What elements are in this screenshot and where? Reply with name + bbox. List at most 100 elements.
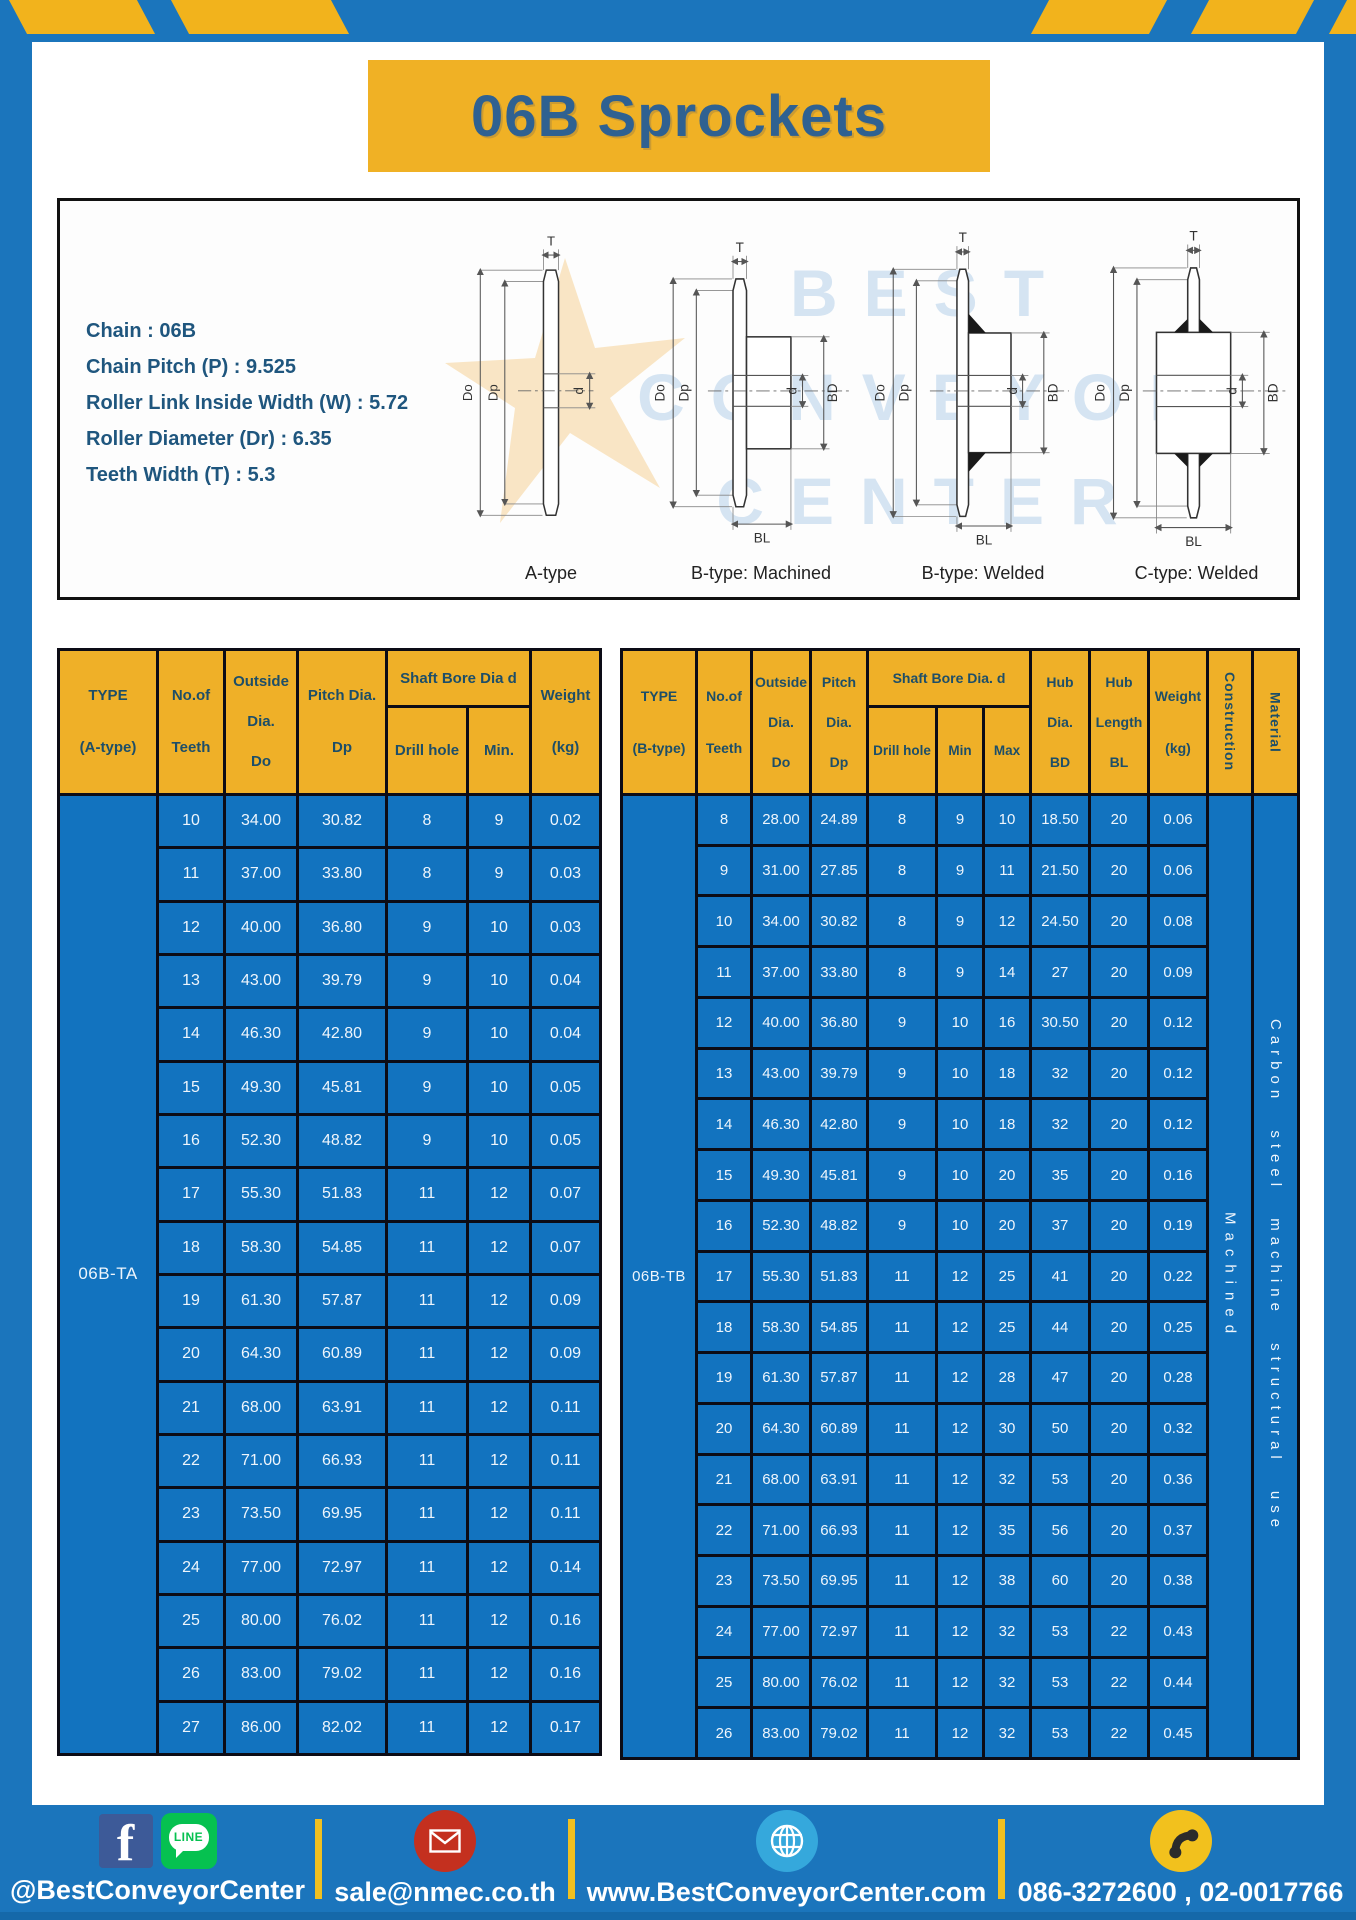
table-cell: 77.00: [753, 1607, 809, 1656]
table-cell: 31.00: [753, 846, 809, 895]
table-cell: 24.50: [1032, 897, 1088, 946]
table-cell: 79.02: [812, 1709, 866, 1757]
table-cell: 0.19: [1150, 1201, 1206, 1250]
svg-text:BL: BL: [1185, 534, 1202, 549]
col-header-outside-dia: Outside Dia. Do: [226, 651, 296, 793]
table-cell: 8: [869, 948, 935, 996]
table-cell: 24: [159, 1542, 223, 1593]
table-cell: 22: [1091, 1658, 1147, 1707]
table-cell: 30.82: [299, 796, 385, 847]
table-cell: 20: [1091, 1506, 1147, 1555]
table-cell: 0.07: [532, 1169, 599, 1220]
table-cell: 0.04: [532, 955, 599, 1007]
table-cell: 23: [698, 1557, 750, 1605]
table-cell: 15: [698, 1151, 750, 1199]
table-b-header: TYPE (B-type) No.of Teeth Outside Dia. D…: [623, 651, 1297, 793]
table-cell: 53: [1032, 1658, 1088, 1707]
table-cell: 0.14: [532, 1542, 599, 1593]
table-cell: 35: [1032, 1151, 1088, 1199]
col-header-construction: Construction: [1209, 651, 1251, 793]
table-cell: 15: [159, 1062, 223, 1113]
table-cell: 49.30: [226, 1062, 296, 1113]
table-cell: 30.82: [812, 897, 866, 946]
col-header-type: TYPE (B-type): [623, 651, 695, 793]
table-cell: 0.22: [1150, 1252, 1206, 1301]
table-cell: 11: [869, 1303, 935, 1352]
diagram-box: BEST CONVEYOR CENTER Chain : 06B Chain P…: [57, 198, 1300, 600]
table-cell: 48.82: [299, 1115, 385, 1167]
table-cell: 60: [1032, 1557, 1088, 1605]
table-cell: 11: [869, 1506, 935, 1555]
table-cell: 48.82: [812, 1201, 866, 1250]
table-cell: 47: [1032, 1354, 1088, 1402]
table-cell: 53: [1032, 1709, 1088, 1757]
table-cell: 10: [469, 955, 529, 1007]
table-cell: 66.93: [299, 1435, 385, 1487]
table-cell: 11: [869, 1252, 935, 1301]
table-cell: 0.09: [532, 1275, 599, 1327]
table-cell: 12: [985, 897, 1029, 946]
table-cell: 33.80: [812, 948, 866, 996]
table-cell: 76.02: [299, 1595, 385, 1647]
table-cell: 18: [698, 1303, 750, 1352]
table-cell: 9: [869, 1201, 935, 1250]
table-cell: 28: [985, 1354, 1029, 1402]
table-cell: 40.00: [226, 902, 296, 953]
table-cell: 58.30: [753, 1303, 809, 1352]
table-cell: 71.00: [753, 1506, 809, 1555]
table-cell: 52.30: [753, 1201, 809, 1250]
table-cell: 20: [1091, 846, 1147, 895]
table-cell: 24: [698, 1607, 750, 1656]
table-cell: 33.80: [299, 849, 385, 900]
table-cell: 32: [985, 1709, 1029, 1757]
table-cell: 20: [1091, 1100, 1147, 1149]
table-cell: 83.00: [226, 1649, 296, 1700]
table-cell: 0.36: [1150, 1455, 1206, 1504]
col-header-teeth: No.of Teeth: [698, 651, 750, 793]
table-cell: 12: [938, 1709, 982, 1757]
table-cell: 20: [985, 1201, 1029, 1250]
table-cell: 36.80: [812, 998, 866, 1047]
svg-text:BL: BL: [976, 532, 993, 547]
table-cell: 0.11: [532, 1435, 599, 1487]
table-cell: 20: [1091, 948, 1147, 996]
table-cell: 22: [159, 1435, 223, 1487]
table-cell: 0.05: [532, 1062, 599, 1113]
table-cell: 43.00: [753, 1049, 809, 1098]
col-header-pitch-dia: Pitch Dia. Dp: [812, 651, 866, 793]
table-b-type-value: 06B-TB: [623, 796, 695, 1757]
table-cell: 0.32: [1150, 1404, 1206, 1453]
table-cell: 10: [469, 902, 529, 953]
table-cell: 30.50: [1032, 998, 1088, 1047]
table-cell: 10: [938, 998, 982, 1047]
col-header-min: Min: [938, 708, 982, 793]
table-cell: 0.44: [1150, 1658, 1206, 1707]
table-cell: 9: [869, 1100, 935, 1149]
table-cell: 20: [1091, 998, 1147, 1047]
table-cell: 71.00: [226, 1435, 296, 1487]
table-cell: 79.02: [299, 1649, 385, 1700]
table-cell: 38: [985, 1557, 1029, 1605]
table-cell: 45.81: [812, 1151, 866, 1199]
table-cell: 53: [1032, 1455, 1088, 1504]
table-cell: 25: [698, 1658, 750, 1707]
table-cell: 11: [388, 1382, 466, 1433]
table-cell: 55.30: [753, 1252, 809, 1301]
bottom-strip: [0, 1912, 1356, 1920]
hazard-stripe: [1184, 0, 1321, 34]
table-cell: 12: [938, 1607, 982, 1656]
svg-text:T: T: [547, 234, 555, 249]
content-sheet: 06B Sprockets BEST CONVEYOR CENTER Chain…: [32, 42, 1324, 1805]
table-cell: 57.87: [812, 1354, 866, 1402]
table-cell: 25: [159, 1595, 223, 1647]
svg-text:d: d: [571, 387, 586, 394]
table-cell: 16: [985, 998, 1029, 1047]
footer-email-section: sale@nmec.co.th: [322, 1805, 568, 1912]
table-cell: 20: [1091, 1354, 1147, 1402]
table-cell: 64.30: [753, 1404, 809, 1453]
table-cell: 12: [938, 1404, 982, 1453]
drawing-caption-a: A-type: [524, 563, 578, 583]
table-cell: 21: [698, 1455, 750, 1504]
table-cell: 27.85: [812, 846, 866, 895]
svg-text:Do: Do: [652, 384, 667, 401]
